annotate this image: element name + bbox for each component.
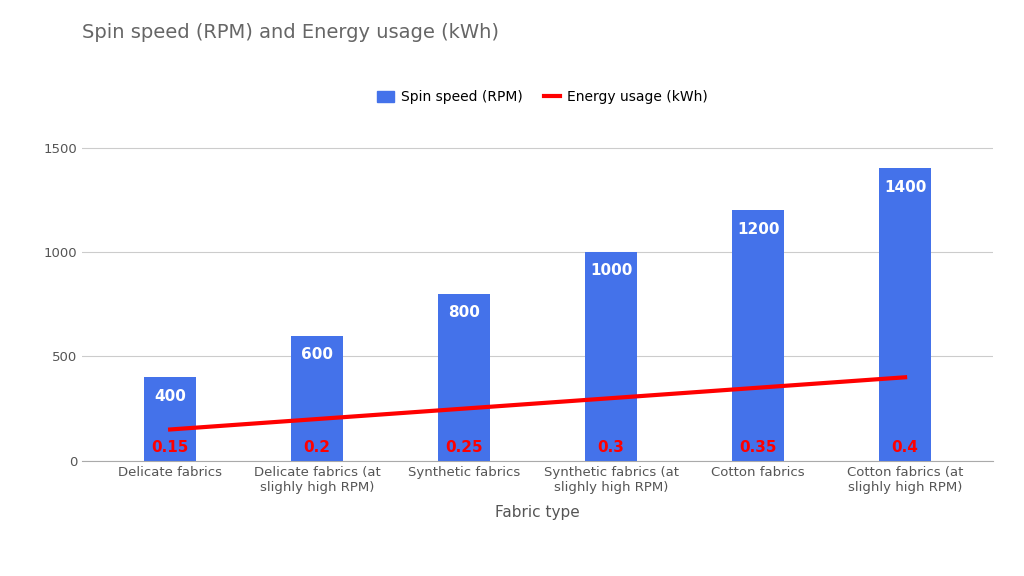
- Bar: [732, 210, 783, 461]
- Text: 1400: 1400: [884, 180, 927, 195]
- Text: Spin speed (RPM) and Energy usage (kWh): Spin speed (RPM) and Energy usage (kWh): [82, 23, 499, 42]
- Bar: [880, 168, 931, 461]
- Text: 0.15: 0.15: [152, 439, 188, 454]
- Text: 0.35: 0.35: [739, 439, 777, 454]
- Text: 800: 800: [449, 305, 480, 320]
- Bar: [144, 377, 196, 461]
- X-axis label: Fabric type: Fabric type: [496, 505, 580, 520]
- Text: 0.25: 0.25: [445, 439, 483, 454]
- Text: 400: 400: [155, 389, 186, 404]
- Text: 0.3: 0.3: [598, 439, 625, 454]
- Text: 1200: 1200: [737, 222, 779, 237]
- Legend: Spin speed (RPM), Energy usage (kWh): Spin speed (RPM), Energy usage (kWh): [372, 85, 714, 110]
- Text: 0.4: 0.4: [892, 439, 919, 454]
- Text: 600: 600: [301, 347, 333, 362]
- Bar: [586, 252, 637, 461]
- Text: 1000: 1000: [590, 263, 632, 278]
- Text: 0.2: 0.2: [303, 439, 331, 454]
- Bar: [438, 294, 489, 461]
- Bar: [292, 335, 343, 461]
